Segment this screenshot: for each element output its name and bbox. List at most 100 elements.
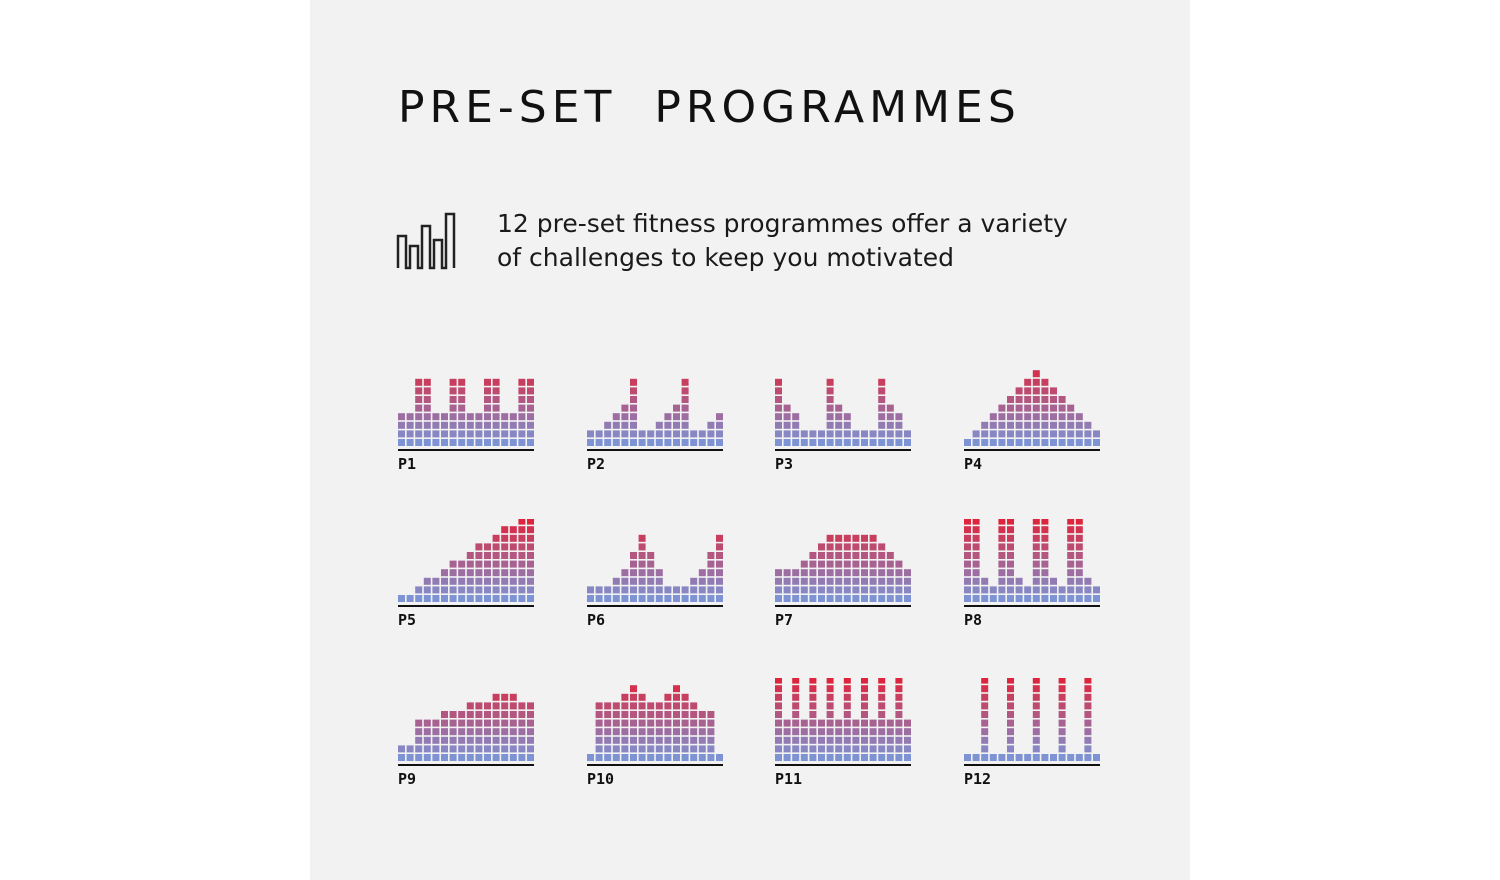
level-block [1058, 430, 1066, 438]
level-block [826, 439, 834, 446]
level-block [886, 569, 894, 577]
level-block [604, 702, 612, 710]
level-block [1032, 678, 1040, 684]
level-block [1067, 552, 1075, 559]
level-block [449, 711, 457, 718]
level-block [981, 595, 989, 602]
level-block [989, 421, 997, 429]
level-block [630, 719, 637, 727]
level-block [501, 693, 509, 701]
level-block [423, 421, 431, 429]
programme-label: P2 [587, 455, 606, 473]
level-block [1032, 519, 1040, 525]
level-block [1058, 678, 1066, 684]
level-block [1007, 693, 1014, 701]
level-block [878, 560, 886, 568]
level-block [1032, 736, 1040, 744]
level-block [1032, 745, 1040, 753]
level-block [826, 413, 834, 421]
level-block [630, 413, 637, 421]
level-block [449, 439, 457, 446]
level-block [604, 430, 612, 438]
level-block [716, 552, 723, 559]
level-block [895, 577, 903, 585]
level-block [612, 711, 620, 718]
level-block [630, 396, 637, 403]
level-block [492, 421, 500, 429]
level-block [1024, 439, 1032, 446]
level-block [492, 745, 500, 753]
level-block [690, 439, 698, 446]
level-block [423, 413, 431, 421]
level-block [904, 745, 911, 753]
level-block [1024, 430, 1032, 438]
level-block [527, 421, 534, 429]
level-block [998, 413, 1006, 421]
level-block [1058, 745, 1066, 753]
level-block [1093, 754, 1100, 761]
level-block [595, 430, 603, 438]
level-block [612, 736, 620, 744]
level-block [800, 595, 808, 602]
level-block [904, 754, 911, 761]
level-block [904, 595, 911, 602]
level-block [843, 745, 851, 753]
level-block [1067, 543, 1075, 551]
level-block [673, 711, 680, 718]
level-block [964, 595, 971, 602]
level-block [835, 595, 843, 602]
level-block [509, 569, 517, 577]
level-block [1041, 595, 1049, 602]
programme-label: P7 [775, 611, 794, 629]
level-block [509, 421, 517, 429]
level-block [484, 595, 491, 602]
programme-profile-chart [587, 378, 723, 451]
level-block [792, 678, 800, 684]
level-block [484, 754, 491, 761]
level-block [878, 404, 886, 412]
level-block [800, 719, 808, 727]
level-block [449, 404, 457, 412]
level-block [664, 595, 672, 602]
level-block [972, 577, 980, 585]
level-block [1041, 577, 1049, 585]
level-block [638, 586, 646, 594]
level-block [630, 577, 637, 585]
level-block [1041, 396, 1049, 403]
level-block [792, 693, 800, 701]
level-block [878, 595, 886, 602]
level-block [518, 413, 526, 421]
programme-label: P12 [964, 770, 992, 788]
level-block [406, 439, 414, 446]
level-block [509, 534, 517, 542]
level-block [518, 586, 526, 594]
level-block [638, 569, 646, 577]
level-block [783, 728, 791, 736]
level-block [595, 439, 603, 446]
level-block [492, 430, 500, 438]
level-block [1024, 595, 1032, 602]
level-block [527, 519, 534, 525]
level-block [964, 560, 971, 568]
level-block [716, 595, 723, 602]
level-block [475, 543, 483, 551]
level-block [707, 552, 715, 559]
level-block [1075, 421, 1083, 429]
level-block [886, 439, 894, 446]
level-block [415, 421, 423, 429]
level-block [869, 754, 877, 761]
programme-label: P11 [775, 770, 803, 788]
level-block [707, 421, 715, 429]
level-block [792, 711, 800, 718]
level-block [1024, 754, 1032, 761]
level-block [630, 560, 637, 568]
level-block [518, 421, 526, 429]
programme-p4: P4 [964, 363, 1114, 473]
level-block [843, 702, 851, 710]
level-block [1067, 430, 1075, 438]
level-block [1007, 595, 1014, 602]
level-block [664, 745, 672, 753]
level-block [492, 693, 500, 701]
level-block [809, 728, 817, 736]
level-block [398, 421, 405, 429]
